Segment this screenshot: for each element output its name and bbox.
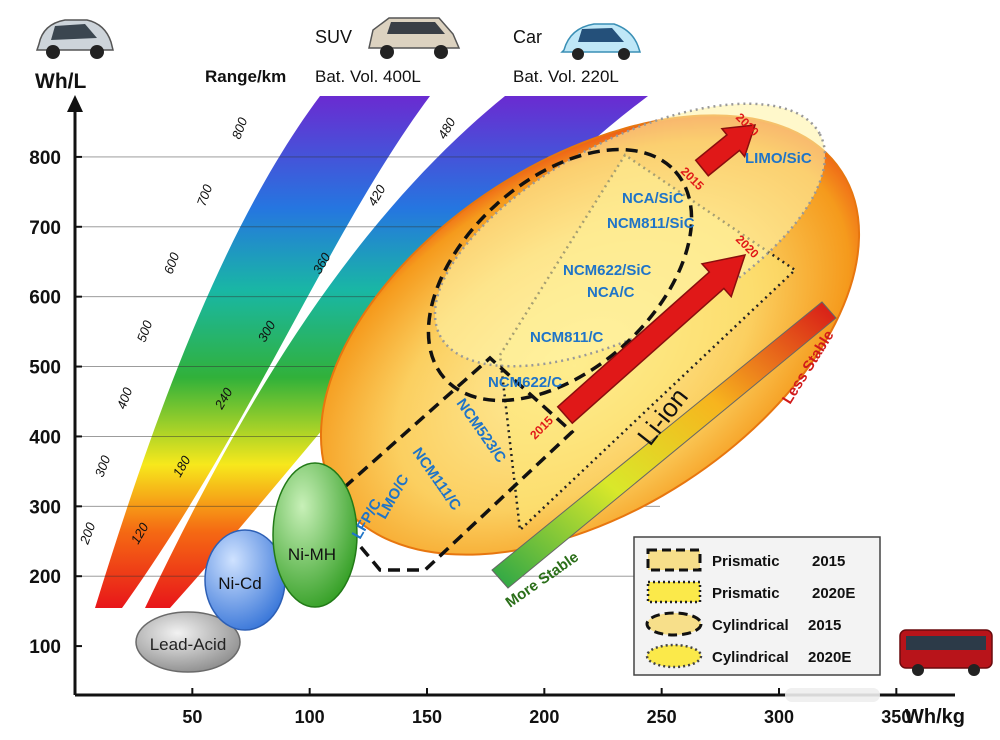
band1-tick-500: 500 — [134, 318, 156, 344]
legend-swatch-cylindrical-2020e — [645, 643, 703, 669]
bus-icon — [899, 629, 993, 676]
x-tick-label-250: 250 — [647, 707, 677, 727]
cylindrical-2015-outline — [426, 147, 694, 403]
band1-tick-200: 200 — [76, 520, 98, 547]
suv-title: SUV — [315, 27, 352, 47]
y-tick-label-100: 100 — [29, 637, 61, 658]
hatchback-car-icon — [560, 23, 642, 60]
range-band-suv — [95, 96, 430, 608]
y-axis-title: Wh/L — [35, 70, 86, 93]
x-tick-label-200: 200 — [529, 707, 559, 727]
y-tick-label-700: 700 — [29, 218, 61, 239]
progress-arrows — [556, 124, 757, 425]
y-axis-arrowhead — [67, 95, 83, 112]
x-tick-label-150: 150 — [412, 707, 442, 727]
range-band-car — [145, 96, 648, 608]
chem-label-ncm811: NCM811/C — [530, 329, 604, 346]
legend-swatch-prismatic-2020e — [646, 580, 702, 604]
legend: Prismatic 2015 Prismatic 2020E Cylindrical 20… — [633, 536, 881, 676]
x-tick-label-50: 50 — [182, 707, 202, 727]
chem-label-limo-sic: LIMO/SiC — [745, 150, 812, 167]
legend-swatch-cylindrical-2015 — [645, 611, 703, 637]
band2-tick-480: 480 — [435, 115, 459, 142]
suv-icon — [368, 17, 461, 59]
chem-label-ncm622: NCM622/C — [488, 374, 562, 391]
legend-swatch-prismatic-2015 — [646, 548, 702, 572]
y-tick-label-400: 400 — [29, 427, 61, 448]
ni-mh-region — [272, 462, 358, 608]
legend-year-2: 2015 — [808, 617, 841, 634]
legend-label-2: Cylindrical — [712, 617, 789, 634]
chem-label-nca-c: NCA/C — [587, 284, 635, 301]
legend-year-3: 2020E — [808, 649, 851, 666]
suv-volume: Bat. Vol. 400L — [315, 67, 421, 86]
sedan-car-icon — [35, 19, 114, 59]
watermark-blur — [785, 688, 880, 702]
band1-tick-600: 600 — [161, 250, 183, 276]
band1-tick-400: 400 — [114, 385, 136, 411]
x-tick-label-100: 100 — [295, 707, 325, 727]
car-volume: Bat. Vol. 220L — [513, 67, 619, 86]
band1-tick-700: 700 — [194, 182, 216, 208]
legend-label-1: Prismatic — [712, 585, 780, 602]
y-tick-label-300: 300 — [29, 497, 61, 518]
legend-label-0: Prismatic — [712, 553, 780, 570]
range-header: Range/km — [205, 67, 286, 86]
ni-cd-label: Ni-Cd — [218, 574, 261, 593]
legend-label-3: Cylindrical — [712, 649, 789, 666]
car-title: Car — [513, 27, 542, 47]
progress-arrow-2 — [694, 124, 757, 177]
chem-label-nca-sic: NCA/SiC — [622, 190, 684, 207]
legend-year-1: 2020E — [812, 585, 855, 602]
legend-year-0: 2015 — [812, 553, 845, 570]
y-tick-label-600: 600 — [29, 288, 61, 309]
x-tick-label-350: 350 — [881, 707, 911, 727]
lead-acid-region — [135, 611, 241, 673]
x-axis-title: Wh/kg — [905, 706, 965, 728]
ni-mh-label: Ni-MH — [288, 545, 336, 564]
band1-tick-300: 300 — [92, 453, 114, 479]
y-tick-label-800: 800 — [29, 148, 61, 169]
x-axis-ticks: 50 100 150 200 250 300 350 — [182, 688, 911, 727]
x-tick-label-300: 300 — [764, 707, 794, 727]
lead-acid-label: Lead-Acid — [150, 635, 227, 654]
chem-label-ncm811-sic: NCM811/SiC — [607, 215, 695, 232]
y-axis-ticks: 100 200 300 400 500 600 700 800 — [29, 148, 82, 658]
stability-gradient-bar — [491, 301, 837, 589]
chem-label-ncm622-sic: NCM622/SiC — [563, 262, 652, 279]
y-tick-label-500: 500 — [29, 358, 61, 379]
progress-arrow-1 — [556, 254, 747, 425]
y-tick-label-200: 200 — [29, 567, 61, 588]
band1-tick-800: 800 — [229, 115, 251, 141]
